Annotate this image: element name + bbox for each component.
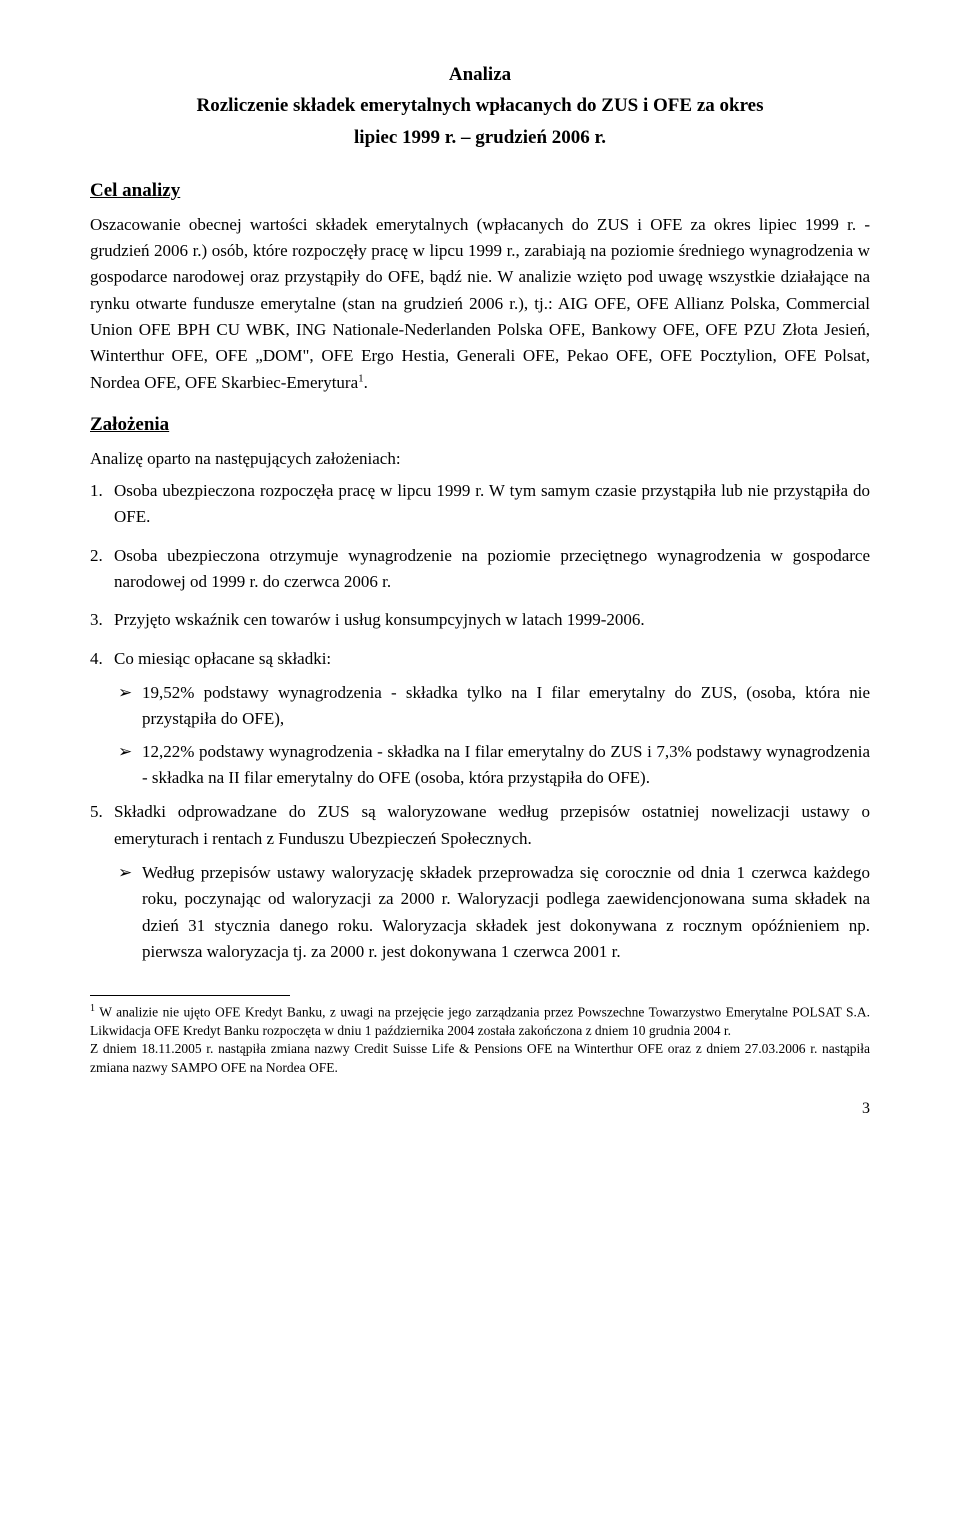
cel-body: Oszacowanie obecnej wartości składek eme… bbox=[90, 212, 870, 396]
footnote-body2: Z dniem 18.11.2005 r. nastąpiła zmiana n… bbox=[90, 1040, 870, 1076]
sub-text: Według przepisów ustawy waloryzację skła… bbox=[142, 860, 870, 965]
sub-item: ➢ Według przepisów ustawy waloryzację sk… bbox=[118, 860, 870, 965]
list-item: 1. Osoba ubezpieczona rozpoczęła pracę w… bbox=[90, 478, 870, 531]
sub-item: ➢ 19,52% podstawy wynagrodzenia - składk… bbox=[118, 680, 870, 733]
zalozenia-intro: Analizę oparto na następujących założeni… bbox=[90, 446, 870, 472]
footnote: 1 W analizie nie ujęto OFE Kredyt Banku,… bbox=[90, 1002, 870, 1040]
item-num: 5. bbox=[90, 799, 114, 852]
item-num: 1. bbox=[90, 478, 114, 531]
item-num: 3. bbox=[90, 607, 114, 633]
item-text: Składki odprowadzane do ZUS są waloryzow… bbox=[114, 799, 870, 852]
item-num: 4. bbox=[90, 646, 114, 672]
title-block: Analiza Rozliczenie składek emerytalnych… bbox=[90, 60, 870, 152]
sublist-5: ➢ Według przepisów ustawy waloryzację sk… bbox=[118, 860, 870, 965]
item-text: Osoba ubezpieczona otrzymuje wynagrodzen… bbox=[114, 543, 870, 596]
list-item: 5. Składki odprowadzane do ZUS są walory… bbox=[90, 799, 870, 852]
sub-text: 12,22% podstawy wynagrodzenia - składka … bbox=[142, 739, 870, 792]
zalozenia-heading: Założenia bbox=[90, 410, 870, 439]
triangle-bullet-icon: ➢ bbox=[118, 680, 142, 733]
cel-text: Oszacowanie obecnej wartości składek eme… bbox=[90, 215, 870, 392]
triangle-bullet-icon: ➢ bbox=[118, 739, 142, 792]
sub-item: ➢ 12,22% podstawy wynagrodzenia - składk… bbox=[118, 739, 870, 792]
triangle-bullet-icon: ➢ bbox=[118, 860, 142, 965]
list-item: 4. Co miesiąc opłacane są składki: bbox=[90, 646, 870, 672]
title-line2: Rozliczenie składek emerytalnych wpłacan… bbox=[90, 91, 870, 120]
sub-text: 19,52% podstawy wynagrodzenia - składka … bbox=[142, 680, 870, 733]
page-number: 3 bbox=[90, 1097, 870, 1122]
item-text: Przyjęto wskaźnik cen towarów i usług ko… bbox=[114, 607, 870, 633]
list-item: 2. Osoba ubezpieczona otrzymuje wynagrod… bbox=[90, 543, 870, 596]
footnote-separator bbox=[90, 995, 290, 996]
item-text: Osoba ubezpieczona rozpoczęła pracę w li… bbox=[114, 478, 870, 531]
cel-heading: Cel analizy bbox=[90, 176, 870, 205]
item-num: 2. bbox=[90, 543, 114, 596]
cel-dot: . bbox=[364, 373, 368, 392]
title-line3: lipiec 1999 r. – grudzień 2006 r. bbox=[90, 123, 870, 152]
assumptions-list: 1. Osoba ubezpieczona rozpoczęła pracę w… bbox=[90, 478, 870, 966]
item-text: Co miesiąc opłacane są składki: bbox=[114, 646, 870, 672]
title-line1: Analiza bbox=[90, 60, 870, 89]
footnote-body1: W analizie nie ujęto OFE Kredyt Banku, z… bbox=[90, 1005, 870, 1038]
sublist-4: ➢ 19,52% podstawy wynagrodzenia - składk… bbox=[118, 680, 870, 791]
list-item: 3. Przyjęto wskaźnik cen towarów i usług… bbox=[90, 607, 870, 633]
